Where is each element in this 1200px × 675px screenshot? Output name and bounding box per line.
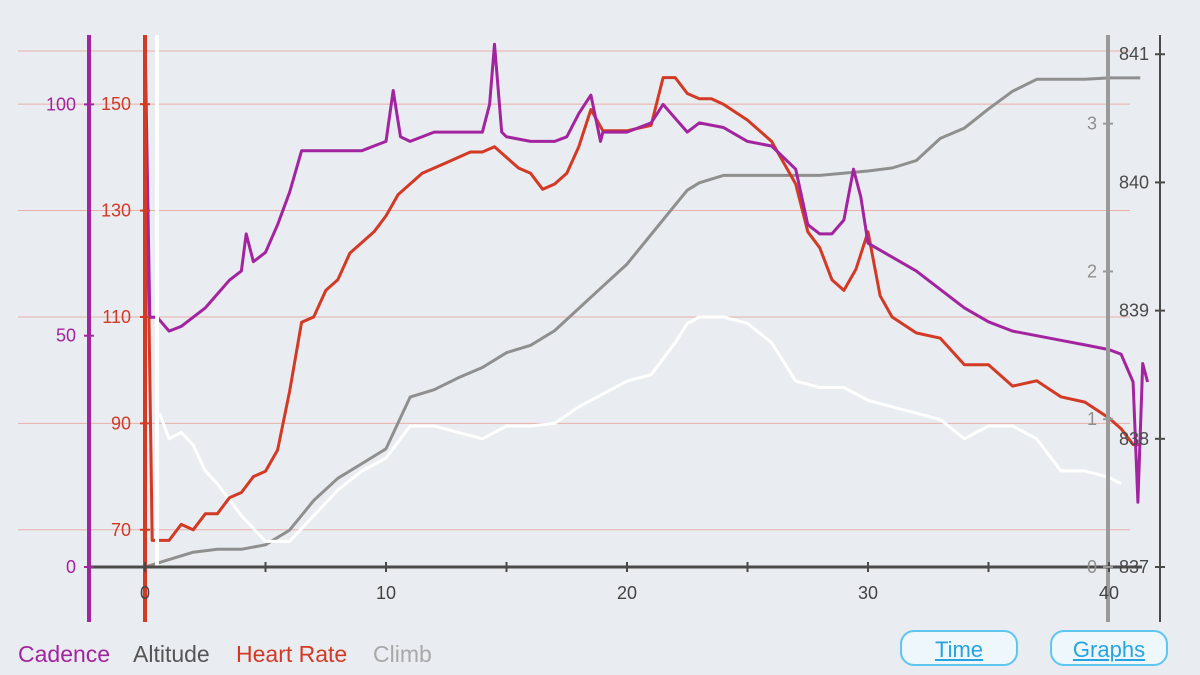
x-tick-label: 10	[376, 583, 396, 603]
climb-tick-label: 0	[1087, 557, 1097, 577]
graphs-button[interactable]: Graphs	[1050, 630, 1168, 666]
series-line-climb	[144, 76, 1141, 569]
climb-tick-label: 1	[1087, 409, 1097, 429]
altitude-tick-label: 840	[1119, 172, 1149, 192]
cadence-tick-label: 50	[56, 326, 76, 346]
legend-heart-rate: Heart Rate	[236, 641, 348, 667]
altitude-tick-label: 837	[1119, 557, 1149, 577]
x-tick-label: 20	[617, 583, 637, 603]
altitude-tick-label: 839	[1119, 301, 1149, 321]
legend-cadence: Cadence	[18, 641, 111, 667]
x-tick-label: 30	[858, 583, 878, 603]
heart-rate-tick-label: 110	[102, 307, 131, 327]
legend-climb: Climb	[373, 641, 432, 667]
heart-rate-tick-label: 70	[111, 520, 131, 540]
x-tick-label: 40	[1099, 583, 1119, 603]
legend-altitude: Altitude	[133, 641, 210, 667]
cadence-tick-label: 100	[46, 94, 76, 114]
x-tick-label: 0	[140, 583, 150, 603]
climb-tick-label: 3	[1087, 114, 1097, 134]
altitude-tick-label: 841	[1119, 44, 1149, 64]
heart-rate-tick-label: 90	[111, 413, 131, 433]
series-line-altitude	[158, 315, 1122, 543]
time-button[interactable]: Time	[900, 630, 1018, 666]
climb-tick-label: 2	[1087, 261, 1097, 281]
altitude-tick-label: 838	[1119, 429, 1149, 449]
heart-rate-tick-label: 130	[101, 201, 131, 221]
series-line-cadence	[143, 34, 1150, 504]
cadence-tick-label: 0	[66, 557, 76, 577]
series-line-heart-rate	[143, 45, 1141, 542]
heart-rate-tick-label: 150	[101, 94, 131, 114]
